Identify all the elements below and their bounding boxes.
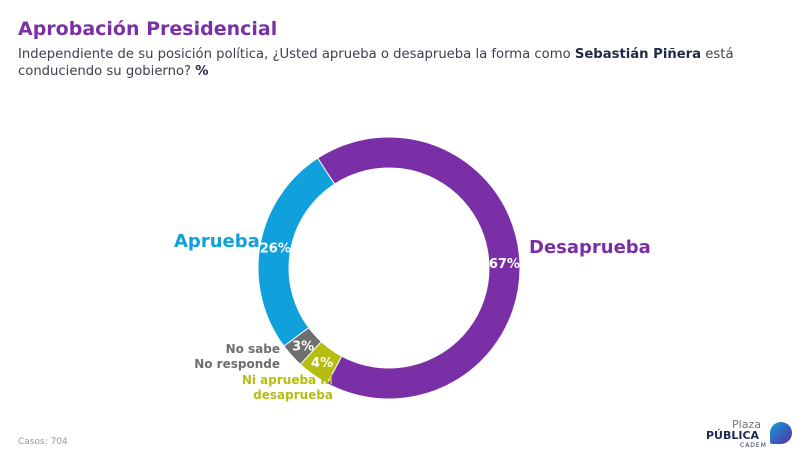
logo-bubble-icon: [770, 422, 792, 444]
plaza-publica-logo: Plaza PÚBLICA CADEM: [700, 418, 795, 452]
question-subtitle: Independiente de su posición política, ¿…: [18, 46, 778, 80]
casos-label: Casos: [18, 437, 45, 447]
logo-line1: Plaza: [732, 418, 761, 431]
label-ni: Ni aprueba ni desaprueba: [242, 373, 333, 403]
label-nsnr: No sabe No responde: [194, 342, 280, 372]
slice-desaprueba: [316, 136, 521, 400]
subtitle-text: Independiente de su posición política, ¿…: [18, 47, 575, 62]
label-ni-line1: Ni aprueba ni: [241, 373, 333, 387]
slice-value-label: 26%: [260, 242, 291, 257]
logo-line3: CADEM: [740, 442, 767, 449]
subtitle-unit: %: [195, 64, 209, 79]
subtitle-name: Sebastián Piñera: [574, 47, 702, 62]
slice-aprueba: [257, 157, 336, 347]
label-nsnr-line2: No responde: [194, 357, 280, 371]
slice-value-label: 67%: [489, 257, 520, 272]
slice-value-label: 3%: [292, 339, 314, 354]
sample-size: Casos: 704: [18, 437, 68, 447]
label-aprueba: Aprueba: [174, 231, 260, 252]
label-desaprueba: Desaprueba: [529, 237, 651, 258]
label-ni-line2: desaprueba: [253, 388, 333, 402]
casos-value: : 704: [44, 437, 68, 447]
subtitle-text-end: está conduciendo su gobierno?: [18, 47, 734, 79]
logo-line2: PÚBLICA: [706, 429, 760, 442]
slice-value-label: 4%: [311, 356, 333, 371]
label-nsnr-line1: No sabe: [225, 342, 280, 356]
page-title: Aprobación Presidencial: [18, 18, 278, 40]
